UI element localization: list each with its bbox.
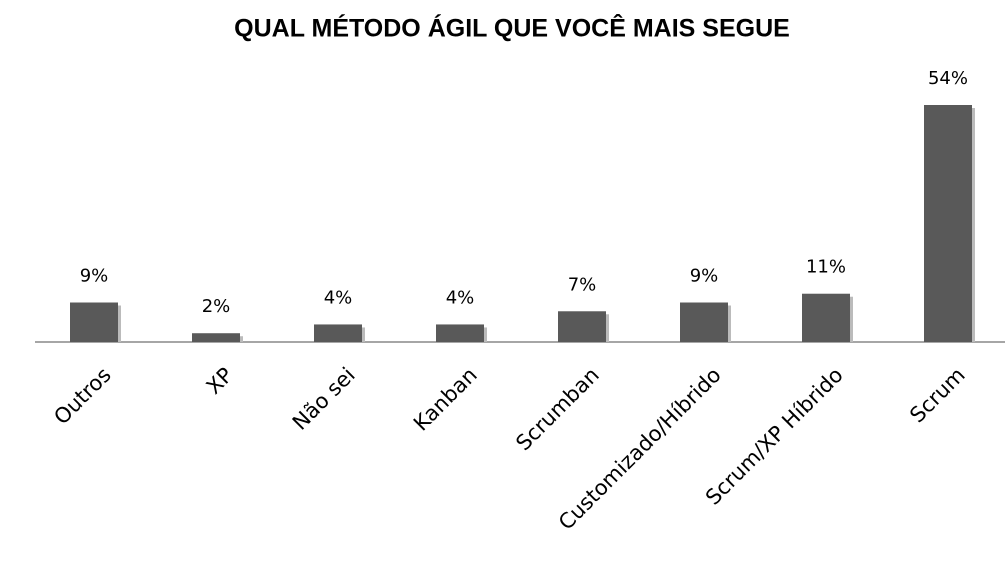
chart-title: QUAL MÉTODO ÁGIL QUE VOCÊ MAIS SEGUE xyxy=(234,13,790,43)
value-label: 4% xyxy=(324,287,353,308)
x-tick-label: XP xyxy=(202,363,238,399)
x-tick-label: Outros xyxy=(49,363,116,430)
bar xyxy=(436,324,484,342)
bar xyxy=(70,302,118,342)
value-label: 9% xyxy=(80,266,109,287)
bar xyxy=(924,105,972,342)
value-label: 2% xyxy=(202,296,231,317)
x-tick-label: Scrumban xyxy=(511,363,603,455)
bar xyxy=(314,324,362,342)
value-label: 54% xyxy=(928,68,968,89)
x-tick-label: Scrum xyxy=(905,363,970,428)
value-label: 7% xyxy=(568,274,597,295)
bar xyxy=(680,302,728,342)
bar xyxy=(192,333,240,342)
bar xyxy=(802,293,850,342)
x-tick-label: Não sei xyxy=(288,363,360,435)
x-tick-label: Scrum/XP Híbrido xyxy=(701,363,848,510)
value-label: 11% xyxy=(806,257,846,278)
bar xyxy=(558,311,606,342)
x-tick-label: Kanban xyxy=(409,363,482,436)
value-label: 9% xyxy=(690,266,719,287)
value-label: 4% xyxy=(446,287,475,308)
